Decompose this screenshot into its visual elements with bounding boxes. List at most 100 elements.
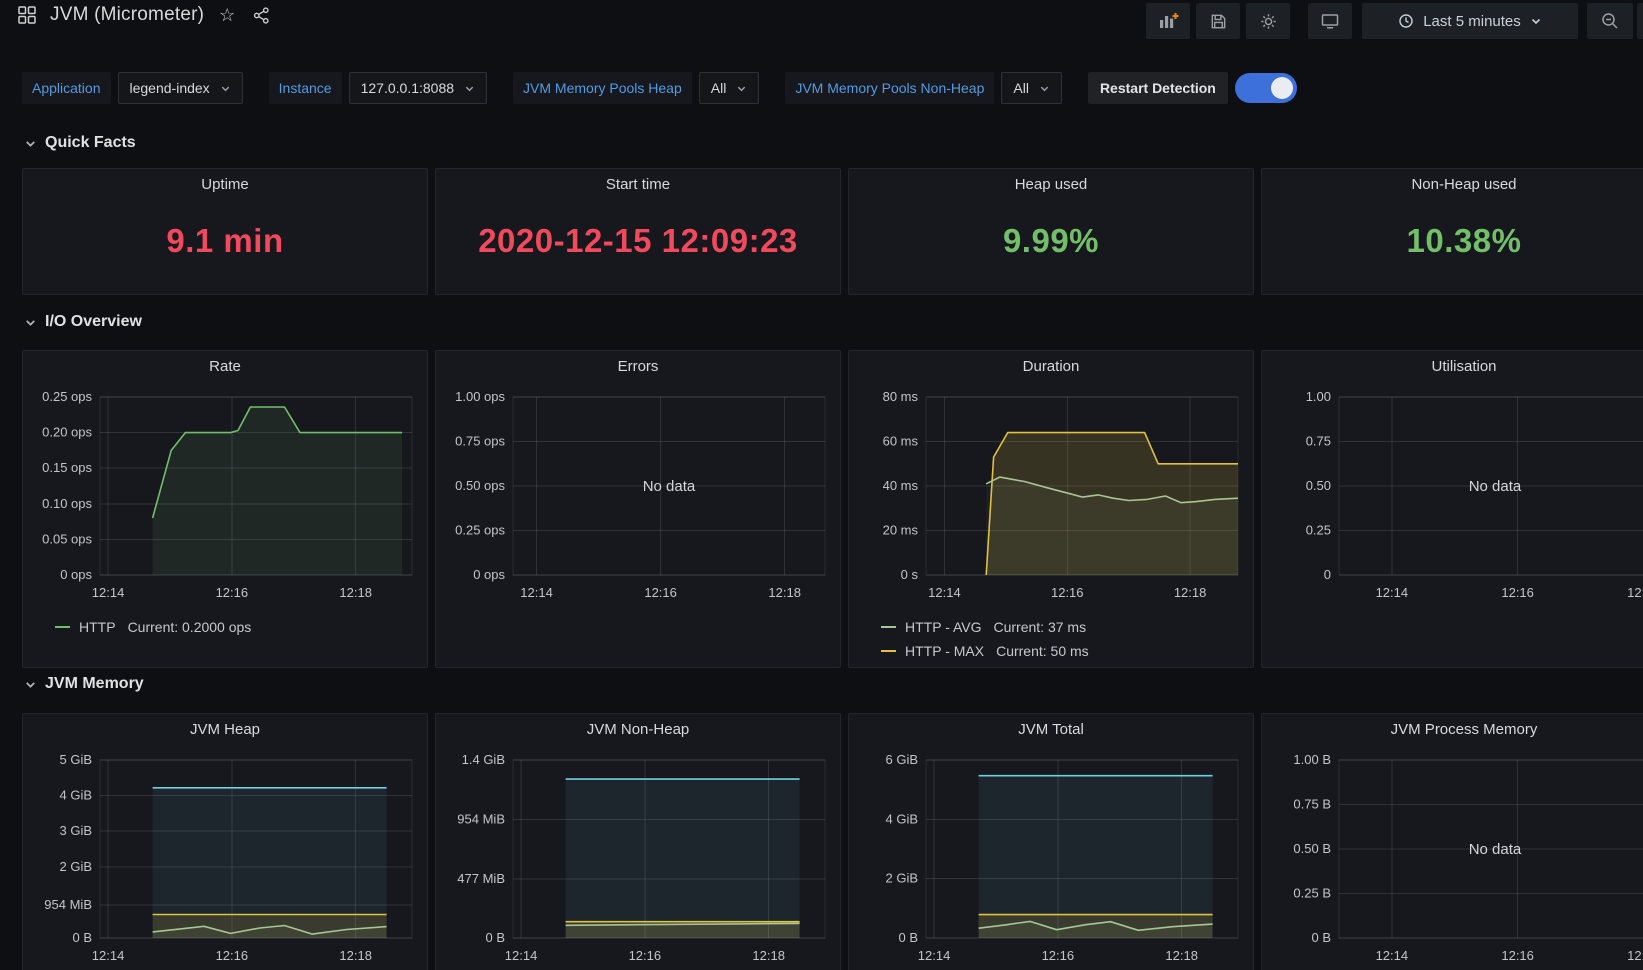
panel-title: Errors (617, 358, 659, 375)
variable-restart-detection: Restart Detection (1087, 72, 1297, 104)
apps-grid-icon[interactable] (16, 4, 38, 26)
svg-text:2 GiB: 2 GiB (59, 859, 92, 874)
chart-legend: HTTP Current: 0.2000 ops (23, 615, 427, 639)
chevron-down-icon (221, 86, 229, 91)
stat-value: 2020-12-15 12:09:23 (478, 221, 798, 259)
svg-text:20 ms: 20 ms (883, 523, 919, 538)
panel-non-heap-used: Non-Heap used 10.38% (1261, 168, 1643, 295)
panel-jvm-total: JVM Total 6 GiB 4 GiB 2 GiB 0 B 12:14 12:16 12… (848, 713, 1254, 970)
svg-text:0.50: 0.50 (1306, 478, 1331, 493)
dashboard-title: JVM (Micrometer) (50, 4, 205, 25)
svg-text:0 s: 0 s (901, 567, 919, 582)
variable-heap-pools-select[interactable]: All (698, 72, 760, 104)
time-range-label: Last 5 minutes (1423, 12, 1521, 30)
panel-title: Heap used (1014, 176, 1088, 193)
panel-heap-used: Heap used 9.99% (848, 168, 1254, 295)
svg-text:12:18: 12:18 (1165, 948, 1198, 963)
svg-text:0 B: 0 B (1311, 930, 1331, 945)
variable-instance-select[interactable]: 127.0.0.1:8088 (348, 72, 488, 104)
svg-text:0.15 ops: 0.15 ops (42, 460, 92, 475)
svg-text:12:16: 12:16 (629, 948, 662, 963)
chart-canvas[interactable]: 6 GiB 4 GiB 2 GiB 0 B12:14 12:16 12:18 (856, 742, 1246, 970)
svg-text:12:18: 12:18 (1174, 585, 1207, 600)
variable-application-select[interactable]: legend-index (117, 72, 243, 104)
svg-text:12:14: 12:14 (1376, 585, 1409, 600)
restart-detection-toggle[interactable] (1234, 73, 1297, 103)
toggle-knob (1270, 77, 1293, 99)
panel-rate: Rate 0.25 ops 0.20 ops 0.15 ops 0.10 ops 0.0… (22, 350, 428, 668)
svg-text:12:16: 12:16 (644, 585, 677, 600)
panel-errors: Errors 1.00 ops 0.75 ops 0.50 ops 0.25 ops 0… (435, 350, 841, 668)
variable-application-label: Application (22, 72, 111, 104)
chevron-down-icon (1040, 86, 1049, 91)
svg-text:4 GiB: 4 GiB (59, 788, 92, 803)
svg-text:12:16: 12:16 (1042, 948, 1075, 963)
svg-text:12:16: 12:16 (216, 948, 249, 963)
svg-text:0.25: 0.25 (1306, 523, 1331, 538)
svg-text:12:18: 12:18 (1627, 948, 1643, 963)
panel-title: JVM Total (1018, 721, 1084, 738)
svg-text:80 ms: 80 ms (883, 389, 919, 404)
refresh-button[interactable] (1637, 3, 1643, 39)
dashboard-settings-button[interactable] (1246, 3, 1290, 39)
zoom-out-button[interactable] (1587, 3, 1633, 39)
svg-text:1.00: 1.00 (1306, 389, 1331, 404)
variable-nonheap-pools-label: JVM Memory Pools Non-Heap (785, 72, 995, 104)
chart-canvas[interactable]: 1.4 GiB 954 MiB 477 MiB 0 B12:14 12:16 12:18 (443, 742, 833, 970)
variable-instance: Instance 127.0.0.1:8088 (268, 72, 488, 104)
variable-nonheap-pools-select[interactable]: All (1001, 72, 1062, 104)
variable-heap-pools: JVM Memory Pools Heap All (513, 72, 760, 104)
panel-title: JVM Heap (189, 721, 261, 738)
panel-duration: Duration 80 ms 60 ms 40 ms 20 ms 0 s 12:14 12:… (848, 350, 1254, 668)
variable-heap-pools-label: JVM Memory Pools Heap (513, 72, 692, 104)
svg-text:40 ms: 40 ms (883, 478, 919, 493)
svg-text:0.25 ops: 0.25 ops (455, 523, 505, 538)
svg-text:0 B: 0 B (72, 930, 92, 945)
svg-text:12:16: 12:16 (1501, 585, 1534, 600)
svg-text:No data: No data (1469, 841, 1522, 858)
panel-title: Rate (209, 358, 241, 375)
cycle-view-tv-icon[interactable] (1308, 3, 1352, 39)
chart-canvas[interactable]: 5 GiB 4 GiB 3 GiB 2 GiB 954 MiB 0 B12:14 12:16… (30, 742, 420, 970)
chart-canvas[interactable]: 1.00 B 0.75 B 0.50 B 0.25 B 0 B 12:14 12:16 12:… (1269, 742, 1643, 970)
panel-utilisation: Utilisation 1.00 0.75 0.50 0.25 0 12:14 12:16 1… (1261, 350, 1643, 668)
chart-canvas[interactable]: 80 ms 60 ms 40 ms 20 ms 0 s 12:14 12:16 12:18 (856, 379, 1246, 613)
legend-item[interactable]: HTTP - MAX Current: 50 ms (881, 639, 1253, 663)
svg-text:12:18: 12:18 (339, 585, 372, 600)
time-range-picker[interactable]: Last 5 minutes (1362, 3, 1578, 39)
add-panel-button[interactable] (1146, 3, 1190, 39)
chevron-down-icon (26, 319, 35, 326)
row-header-io-overview[interactable]: I/O Overview (24, 309, 142, 335)
share-icon[interactable] (250, 4, 272, 26)
svg-text:12:16: 12:16 (216, 585, 249, 600)
save-dashboard-button[interactable] (1196, 3, 1240, 39)
chevron-down-icon (26, 681, 35, 688)
star-icon[interactable]: ☆ (219, 5, 236, 25)
chart-legend: HTTP - AVG Current: 37 ms HTTP - MAX Curren… (849, 615, 1253, 663)
chart-canvas[interactable]: 1.00 0.75 0.50 0.25 0 12:14 12:16 12:18 No data (1269, 379, 1643, 613)
variable-application: Application legend-index (22, 72, 243, 104)
svg-text:0.25 ops: 0.25 ops (42, 389, 92, 404)
chart-canvas[interactable]: 1.00 ops 0.75 ops 0.50 ops 0.25 ops 0 ops 12:… (443, 379, 833, 613)
stat-value: 9.99% (1002, 221, 1100, 259)
svg-text:6 GiB: 6 GiB (885, 752, 918, 767)
row-header-quick-facts[interactable]: Quick Facts (24, 130, 136, 156)
svg-text:0 ops: 0 ops (473, 567, 505, 582)
legend-item[interactable]: HTTP - AVG Current: 37 ms (881, 615, 1253, 639)
chart-canvas[interactable]: 0.25 ops 0.20 ops 0.15 ops 0.10 ops 0.05 ops… (30, 379, 420, 613)
legend-item[interactable]: HTTP Current: 0.2000 ops (55, 615, 427, 639)
svg-text:1.4 GiB: 1.4 GiB (462, 752, 505, 767)
svg-text:0 B: 0 B (485, 930, 505, 945)
svg-text:4 GiB: 4 GiB (885, 811, 918, 826)
svg-text:No data: No data (1469, 478, 1522, 495)
svg-text:12:14: 12:14 (928, 585, 961, 600)
row-header-jvm-memory[interactable]: JVM Memory (24, 671, 144, 697)
svg-text:12:14: 12:14 (1376, 948, 1409, 963)
panel-title: Uptime (201, 176, 249, 193)
svg-text:12:14: 12:14 (92, 585, 125, 600)
clock-icon (1399, 14, 1413, 28)
svg-text:0.25 B: 0.25 B (1293, 886, 1331, 901)
svg-text:0.75: 0.75 (1306, 434, 1331, 449)
navbar-left: JVM (Micrometer) ☆ (16, 4, 272, 26)
